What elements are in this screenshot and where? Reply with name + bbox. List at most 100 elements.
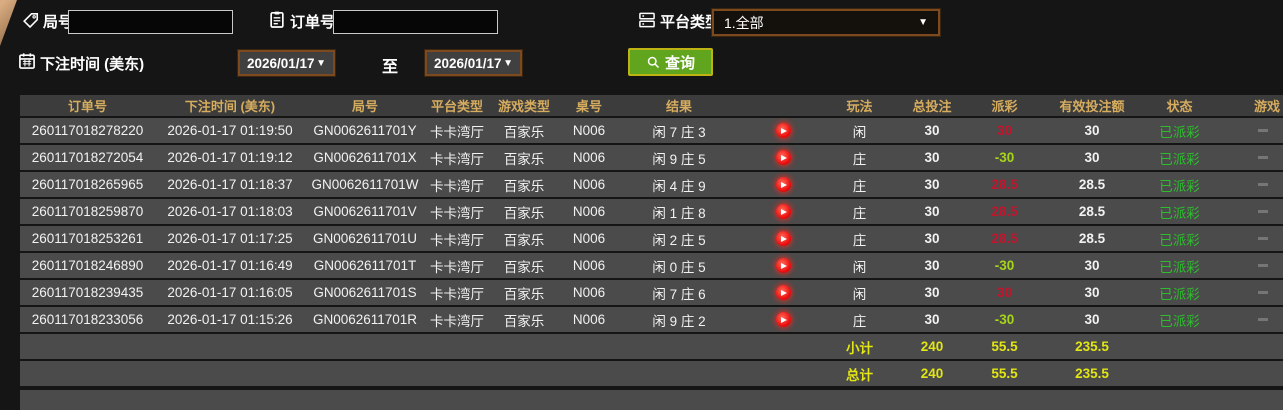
chevron-down-icon: ▼ [918, 17, 928, 28]
total-bet-cell: 30 [924, 258, 940, 273]
status-badge: 已派彩 [1159, 286, 1200, 302]
game-cell-cutoff [1212, 226, 1283, 251]
replay-play-button[interactable] [775, 258, 791, 273]
order-no-cell: 260117018253261 [31, 231, 144, 246]
result-cell: 闲 0 庄 5 [652, 259, 706, 275]
replay-play-button[interactable] [775, 123, 791, 138]
table-header-row: 订单号 下注时间 (美东) 局号 平台类型 游戏类型 桌号 结果 玩法 总投注 … [20, 95, 1283, 116]
subtotal-row: 小计 240 55.5 235.5 [20, 334, 1283, 359]
payout-cell: 28.5 [991, 204, 1018, 219]
bet-time-cell: 2026-01-17 01:19:50 [167, 123, 293, 138]
total-bet-cell: 30 [924, 150, 940, 165]
play-type-cell: 闲 [852, 286, 867, 302]
query-button[interactable]: 查询 [628, 48, 713, 76]
result-cell: 闲 2 庄 5 [652, 232, 706, 248]
date-to-select[interactable]: 2026/01/17 ▼ [424, 49, 523, 77]
replay-play-button[interactable] [775, 312, 791, 327]
cutoff-content-sliver [1258, 129, 1268, 132]
play-type-cell: 庄 [852, 178, 867, 194]
platform-cell: 卡卡湾厅 [430, 232, 484, 248]
col-header-table: 桌号 [575, 99, 602, 114]
replay-play-button[interactable] [775, 231, 791, 246]
game-cell-cutoff [1212, 118, 1283, 143]
col-header-totalbet: 总投注 [912, 99, 952, 114]
col-header-status: 状态 [1166, 99, 1193, 114]
order-no-cell: 260117018278220 [31, 123, 144, 138]
replay-play-button[interactable] [775, 204, 791, 219]
play-type-cell: 闲 [852, 259, 867, 275]
round-no-cell: GN0062611701U [312, 231, 418, 246]
replay-play-button[interactable] [775, 285, 791, 300]
bet-time-cell: 2026-01-17 01:19:12 [167, 150, 293, 165]
replay-cell [739, 199, 827, 224]
table-no-cell: N006 [572, 123, 606, 138]
replay-play-button[interactable] [775, 177, 791, 192]
order-no-cell: 260117018259870 [31, 204, 144, 219]
status-badge: 已派彩 [1159, 232, 1200, 248]
game-cell-cutoff [1212, 253, 1283, 278]
table-no-cell: N006 [572, 231, 606, 246]
table-no-cell: N006 [572, 258, 606, 273]
game-cell-cutoff [1212, 172, 1283, 197]
table-no-cell: N006 [572, 204, 606, 219]
bet-time-cell: 2026-01-17 01:15:26 [167, 312, 293, 327]
replay-play-button[interactable] [775, 150, 791, 165]
total-bet-cell: 30 [924, 123, 940, 138]
play-type-cell: 闲 [852, 124, 867, 140]
total-bet-cell: 30 [924, 312, 940, 327]
order-no-cell: 260117018265965 [31, 177, 144, 192]
col-header-time: 下注时间 (美东) [184, 99, 276, 114]
valid-bet-cell: 28.5 [1078, 204, 1106, 219]
cutoff-content-sliver [1258, 291, 1268, 294]
total-bet-cell: 30 [924, 231, 940, 246]
col-header-order: 订单号 [67, 99, 107, 114]
col-header-payout: 派彩 [991, 99, 1018, 114]
status-badge: 已派彩 [1159, 151, 1200, 167]
round-no-cell: GN0062611701R [312, 312, 418, 327]
valid-bet-cell: 30 [1084, 285, 1100, 300]
game-type-cell: 百家乐 [503, 286, 545, 302]
round-no-cell: GN0062611701T [313, 258, 417, 273]
date-to-value: 2026/01/17 [434, 55, 502, 71]
total-bet-cell: 30 [924, 204, 940, 219]
platform-cell: 卡卡湾厅 [430, 259, 484, 275]
table-row: 260117018265965 2026-01-17 01:18:37 GN00… [20, 172, 1283, 197]
table-no-cell: N006 [572, 312, 606, 327]
platform-type-select[interactable]: 1.全部 ▼ [711, 8, 941, 37]
subtotal-label: 小计 [846, 340, 873, 356]
replay-cell [739, 253, 827, 278]
subtotal-validbet: 235.5 [1075, 339, 1109, 354]
search-icon [646, 55, 661, 70]
order-no-cell: 260117018272054 [31, 150, 144, 165]
table-row: 260117018239435 2026-01-17 01:16:05 GN00… [20, 280, 1283, 305]
platform-cell: 卡卡湾厅 [430, 313, 484, 329]
game-type-cell: 百家乐 [503, 178, 545, 194]
order-no-input[interactable] [333, 10, 498, 34]
table-no-cell: N006 [572, 177, 606, 192]
total-bet-cell: 30 [924, 285, 940, 300]
bet-time-cell: 2026-01-17 01:18:37 [167, 177, 293, 192]
table-no-cell: N006 [572, 150, 606, 165]
result-cell: 闲 9 庄 5 [652, 151, 706, 167]
play-type-cell: 庄 [852, 205, 867, 221]
platform-cell: 卡卡湾厅 [430, 124, 484, 140]
round-no-cell: GN0062611701V [313, 204, 417, 219]
valid-bet-cell: 28.5 [1078, 231, 1106, 246]
cutoff-content-sliver [1258, 237, 1268, 240]
play-type-cell: 庄 [852, 151, 867, 167]
order-no-cell: 260117018239435 [31, 285, 144, 300]
bet-time-cell: 2026-01-17 01:18:03 [167, 204, 293, 219]
replay-cell [739, 226, 827, 251]
calendar-icon [17, 51, 37, 71]
play-type-cell: 庄 [852, 313, 867, 329]
total-label: 总计 [846, 367, 873, 383]
order-no-cell: 260117018233056 [31, 312, 144, 327]
empty-row-filler [20, 390, 1283, 410]
status-badge: 已派彩 [1159, 259, 1200, 275]
result-cell: 闲 4 庄 9 [652, 178, 706, 194]
tag-icon [21, 11, 40, 30]
round-no-input[interactable] [68, 10, 233, 34]
date-from-select[interactable]: 2026/01/17 ▼ [237, 49, 336, 77]
table-row: 260117018246890 2026-01-17 01:16:49 GN00… [20, 253, 1283, 278]
bet-time-cell: 2026-01-17 01:16:49 [167, 258, 293, 273]
